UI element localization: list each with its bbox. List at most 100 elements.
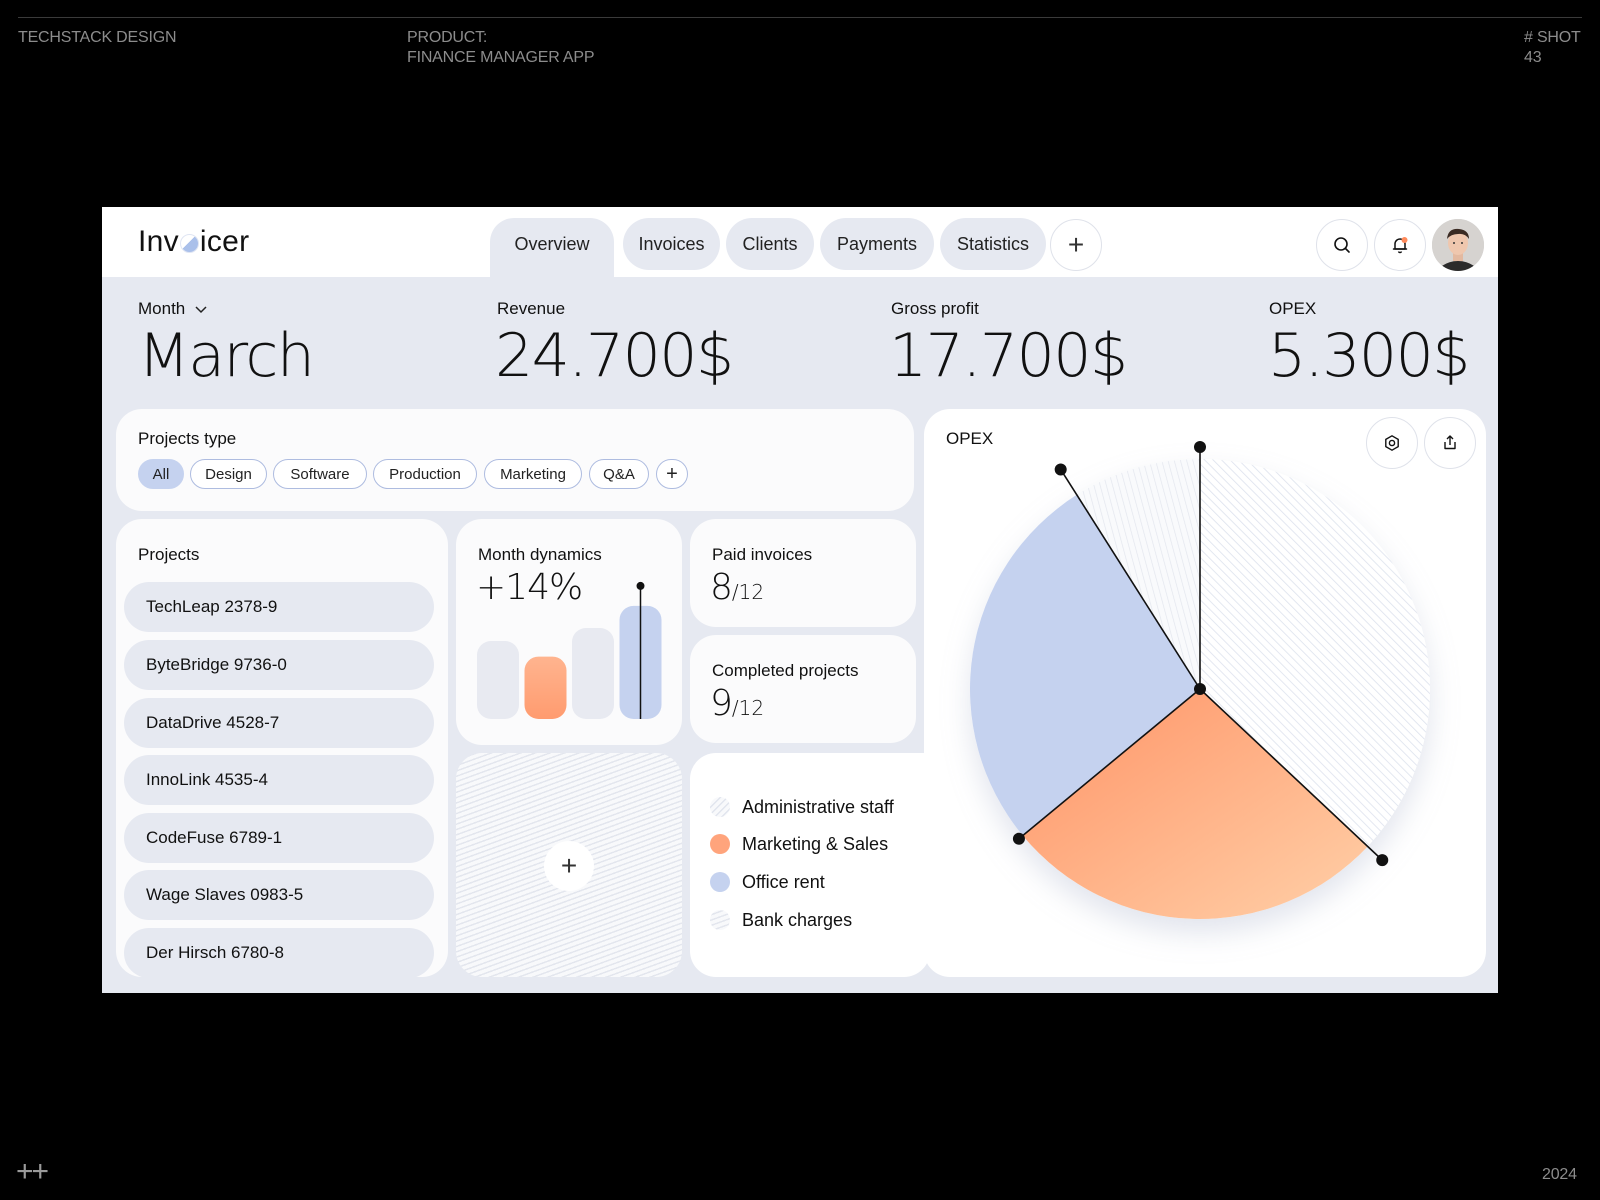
project-row[interactable]: ByteBridge 9736-0 [124,640,434,690]
project-row[interactable]: Wage Slaves 0983-5 [124,870,434,920]
opex-value: 5.300$ [1268,321,1470,391]
pie-slice-office-rent[interactable] [970,494,1200,836]
project-name: ByteBridge 9736-0 [146,655,287,674]
share-icon [1444,435,1456,450]
paid-invoices-count: 8 [710,567,733,608]
top-bar: Inv icer Overview Invoices Clients Payme… [102,207,1498,288]
project-name: Der Hirsch 6780-8 [146,943,284,962]
app-logo[interactable]: Inv icer [138,225,249,259]
completed-projects-card: Completed projects 9/12 [690,635,916,743]
chip-all[interactable]: All [138,459,184,489]
bell-icon [1392,237,1408,254]
completed-projects-total: /12 [731,696,765,720]
plus-icon: + [560,850,578,881]
chip-label: Q&A [603,465,635,483]
shot-label: # SHOT 43 [1524,28,1581,68]
projects-title: Projects [138,545,200,564]
share-button[interactable] [1424,417,1476,469]
shot-title: # SHOT [1524,29,1581,46]
legend-item: Marketing & Sales [710,832,888,856]
chip-design[interactable]: Design [190,459,267,489]
logo-text-left: Inv [138,225,179,258]
revenue-label: Revenue [497,299,566,318]
bar-3[interactable] [572,628,614,719]
legend-label: Administrative staff [742,796,894,817]
chevron-down-icon [195,306,207,314]
gross-profit-value: 17.700$ [889,321,1128,391]
add-chip-button[interactable]: + [656,459,688,489]
notifications-button[interactable] [1374,219,1426,271]
pie-slice-marketing-sales[interactable] [1022,689,1368,919]
search-icon [1334,237,1350,253]
add-widget-card[interactable]: + [456,753,682,977]
project-row[interactable]: DataDrive 4528-7 [124,698,434,748]
completed-projects-count: 9 [710,683,733,724]
shot-number: 43 [1524,49,1542,66]
corner-marks: ++ [16,1155,49,1188]
project-name: CodeFuse 6789-1 [146,828,283,847]
legend-label: Office rent [742,871,825,892]
pie-divider-handle[interactable] [1054,463,1067,476]
paid-invoices-total: /12 [731,580,765,604]
opex-legend: Administrative staff Marketing & Sales O… [690,753,930,977]
search-button[interactable] [1316,219,1368,271]
project-name: Wage Slaves 0983-5 [146,885,304,904]
pie-divider-handle[interactable] [1194,441,1206,453]
add-widget-button[interactable]: + [544,841,594,891]
settings-button[interactable] [1366,417,1418,469]
pie-slice-bank-charges[interactable] [1076,459,1200,689]
month-dynamics-card: Month dynamics +14% [456,519,682,745]
add-tab-button[interactable]: + [1050,219,1102,271]
project-row[interactable]: TechLeap 2378-9 [124,582,434,632]
paid-invoices-card: Paid invoices 8/12 [690,519,916,627]
tab-label: Clients [742,233,798,254]
project-name: TechLeap 2378-9 [146,597,278,616]
tab-invoices[interactable]: Invoices [623,218,720,270]
completed-projects-title: Completed projects [712,661,859,680]
month-selector[interactable]: Month [138,299,209,319]
paid-invoices-title: Paid invoices [712,545,813,564]
chip-label: Software [290,465,350,483]
month-dynamics-chart [477,581,662,719]
user-avatar[interactable] [1432,219,1484,271]
tab-label: Invoices [638,233,705,254]
pie-divider-handle[interactable] [1376,854,1389,867]
chip-label: Marketing [500,465,566,483]
project-row[interactable]: Der Hirsch 6780-8 [124,928,434,978]
opex-chart-title: OPEX [946,429,994,448]
pie-center-dot [1194,683,1206,695]
tab-label: Overview [514,233,590,254]
chip-production[interactable]: Production [373,459,477,489]
legend-swatch [710,910,730,930]
product-label-title: PRODUCT: [407,29,488,46]
chip-label: Design [205,465,252,483]
app-window: Inv icer Overview Invoices Clients Payme… [102,207,1498,993]
project-name: InnoLink 4535-4 [146,770,268,789]
month-label: Month [138,299,186,318]
projects-type-card: Projects type All Design Software Produc… [116,409,914,511]
month-dynamics-title: Month dynamics [478,545,602,564]
tab-payments[interactable]: Payments [820,218,934,270]
legend-swatch [710,872,730,892]
chip-software[interactable]: Software [273,459,367,489]
project-row[interactable]: InnoLink 4535-4 [124,755,434,805]
bar-2[interactable] [524,656,567,719]
chip-marketing[interactable]: Marketing [484,459,582,489]
revenue-value: 24.700$ [495,321,734,391]
month-dynamics-value: +14% [476,567,583,608]
pie-divider-handle[interactable] [1012,832,1025,845]
pie-divider-line [1199,688,1383,861]
legend-label: Marketing & Sales [742,833,889,854]
bar-1[interactable] [477,641,519,719]
pie-slice-administrative-staff[interactable] [1200,459,1430,847]
tab-statistics[interactable]: Statistics [940,218,1046,270]
project-row[interactable]: CodeFuse 6789-1 [124,813,434,863]
chip-qa[interactable]: Q&A [589,459,649,489]
product-name: FINANCE MANAGER APP [407,49,595,66]
paid-invoices-value: 8/12 [710,567,764,608]
tab-clients[interactable]: Clients [726,218,814,270]
tab-overview[interactable]: Overview [490,218,614,288]
tab-label: Statistics [956,233,1030,254]
opex-label: OPEX [1269,299,1317,318]
legend-item: Office rent [710,870,825,894]
